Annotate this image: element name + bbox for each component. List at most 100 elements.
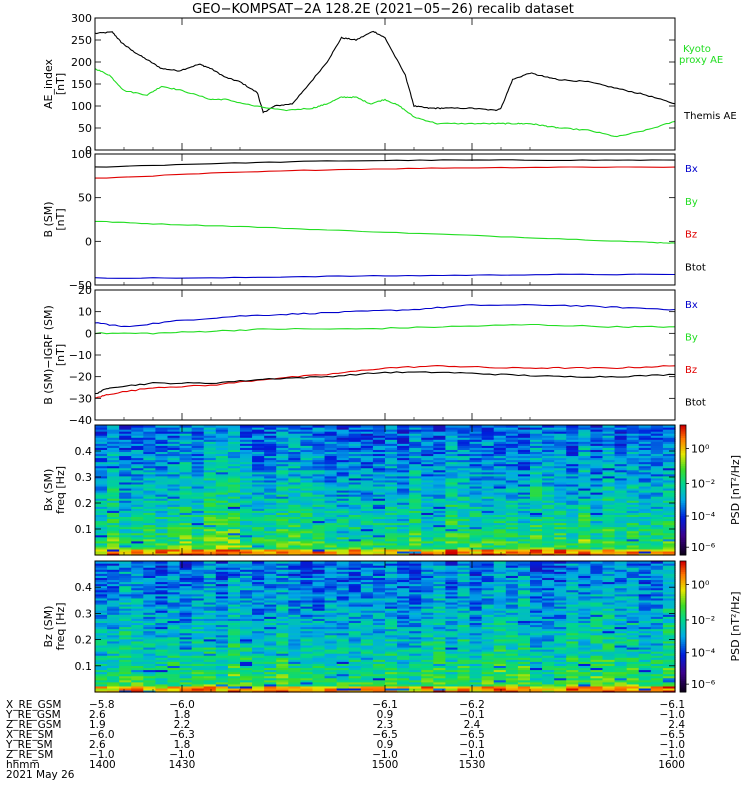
spectrogram-cell	[566, 455, 579, 459]
spectrogram-cell	[155, 581, 169, 585]
spectrogram-cell	[578, 536, 592, 540]
spectrogram-cell	[397, 638, 410, 642]
spectrogram-cell	[372, 502, 386, 505]
spectrogram-cell	[372, 455, 386, 459]
spectrogram-cell	[288, 655, 302, 658]
spectrogram-cell	[240, 640, 253, 644]
spectrogram-cell	[590, 542, 604, 546]
spectrogram-cell	[155, 569, 169, 572]
spectrogram-cell	[385, 575, 398, 578]
spectrogram-cell	[155, 530, 169, 534]
spectrogram-cell	[590, 520, 604, 524]
spectrogram-cell	[167, 669, 181, 673]
spectrogram-cell	[95, 530, 108, 534]
spectrogram-cell	[288, 606, 302, 609]
spectrogram-cell	[445, 528, 459, 532]
spectrogram-cell	[179, 427, 193, 430]
spectrogram-cell	[385, 671, 398, 675]
spectrogram-cell	[336, 663, 350, 666]
spectrogram-cell	[240, 636, 253, 640]
spectrogram-cell	[155, 512, 169, 515]
spectrogram-cell	[614, 490, 628, 493]
spectrogram-cell	[397, 603, 410, 607]
spectrogram-cell	[469, 502, 483, 505]
spectrogram-cell	[445, 485, 459, 489]
spectrogram-cell	[530, 435, 543, 438]
spectrogram-cell	[421, 451, 434, 455]
spectrogram-cell	[119, 496, 132, 499]
spectrogram-cell	[566, 494, 579, 497]
spectrogram-cell	[650, 477, 664, 481]
colorbar-segment	[680, 444, 686, 448]
spectrogram-cell	[348, 542, 362, 546]
spectrogram-cell	[95, 601, 108, 605]
spectrogram-cell	[457, 475, 471, 479]
spectrogram-cell	[445, 542, 459, 546]
spectrogram-cell	[312, 504, 326, 507]
spectrogram-cell	[240, 657, 253, 660]
spectrogram-cell	[252, 524, 265, 528]
spectrogram-cell	[372, 626, 386, 630]
spectrogram-cell	[227, 606, 241, 609]
spectrogram-cell	[324, 593, 338, 597]
spectrogram-cell	[107, 618, 120, 621]
spectrogram-cell	[191, 449, 205, 453]
spectrogram-cell	[312, 546, 326, 550]
spectrogram-cell	[276, 667, 289, 671]
spectrogram-cell	[626, 514, 640, 518]
spectrogram-cell	[143, 473, 157, 477]
spectrogram-cell	[360, 620, 374, 624]
spectrogram-cell	[360, 655, 374, 658]
spectrogram-cell	[336, 628, 350, 632]
spectrogram-cell	[252, 583, 265, 587]
spectrogram-cell	[397, 608, 410, 611]
spectrogram-cell	[385, 473, 398, 477]
spectrogram-cell	[638, 453, 652, 457]
spectrogram-cell	[421, 506, 434, 509]
spectrogram-cell	[119, 657, 132, 660]
spectrogram-cell	[372, 640, 386, 644]
spectrogram-cell	[348, 561, 362, 564]
spectrogram-cell	[288, 591, 302, 595]
spectrogram-cell	[602, 463, 616, 467]
spectrogram-cell	[276, 475, 289, 479]
spectrogram-cell	[360, 459, 374, 463]
spectrogram-cell	[385, 487, 398, 491]
spectrogram-cell	[252, 506, 265, 509]
spectrogram-cell	[578, 522, 592, 526]
spectrogram-cell	[409, 469, 422, 473]
spectrogram-cell	[554, 485, 567, 489]
spectrogram-cell	[167, 516, 181, 520]
spectrogram-cell	[276, 463, 289, 467]
spectrogram-cell	[614, 520, 628, 524]
spectrogram-cell	[215, 679, 229, 683]
spectrogram-cell	[107, 467, 120, 471]
spectrogram-cell	[385, 544, 398, 548]
spectrogram-cell	[578, 496, 592, 499]
y-tick-label: 300	[71, 12, 92, 25]
spectrogram-cell	[445, 473, 459, 477]
spectrogram-cell	[312, 573, 326, 576]
spectrogram-cell	[385, 522, 398, 526]
y-tick-label: 0.1	[75, 523, 93, 536]
spectrogram-cell	[300, 575, 314, 578]
spectrogram-cell	[505, 445, 519, 448]
spectrogram-cell	[264, 473, 277, 477]
spectrogram-cell	[385, 624, 398, 628]
spectrogram-cell	[131, 492, 144, 495]
spectrogram-cell	[203, 496, 217, 499]
spectrogram-cell	[131, 571, 144, 574]
spectrogram-cell	[312, 508, 326, 511]
spectrogram-cell	[457, 473, 471, 477]
y-axis-label: AE_index	[42, 58, 55, 109]
spectrogram-cell	[119, 642, 132, 646]
spectrogram-cell	[360, 687, 374, 691]
spectrogram-cell	[409, 520, 422, 524]
spectrogram-cell	[131, 542, 144, 546]
spectrogram-cell	[542, 463, 555, 467]
colorbar-segment	[680, 539, 686, 543]
spectrogram-cell	[227, 595, 241, 599]
spectrogram-cell	[578, 542, 592, 546]
spectrogram-cell	[505, 459, 519, 463]
spectrogram-cell	[131, 496, 144, 499]
